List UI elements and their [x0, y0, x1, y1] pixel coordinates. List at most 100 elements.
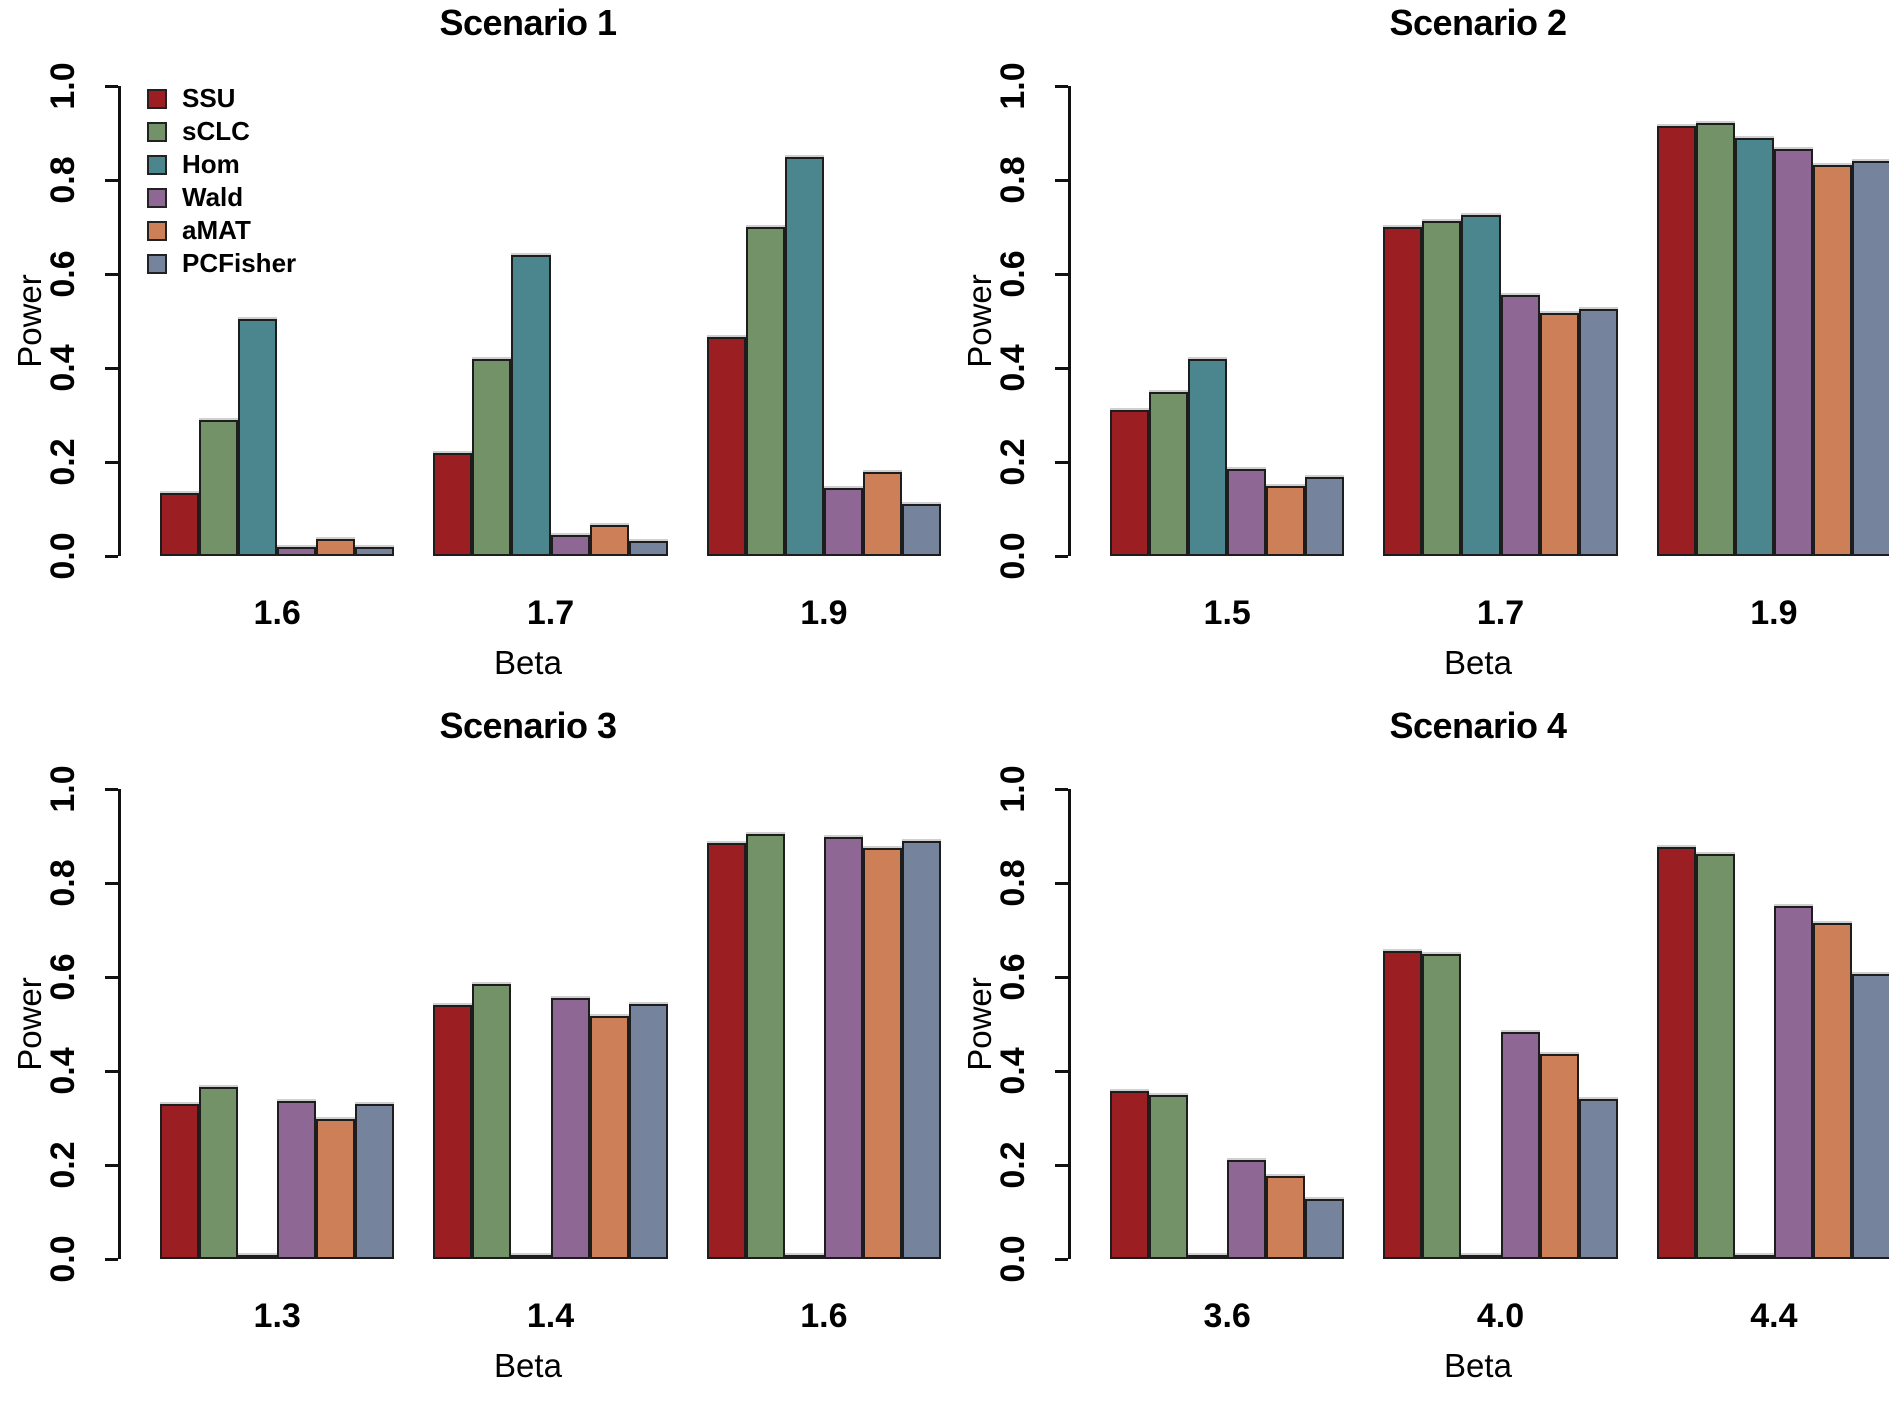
y-tick-label: 0.8	[994, 156, 1032, 204]
bar-hom-beta-1.7	[1461, 215, 1501, 556]
bar-amat-beta-1.4	[589, 1016, 629, 1259]
bar-amat-beta-1.9	[862, 472, 902, 556]
y-axis-tick	[105, 975, 118, 979]
bar-wald-beta-4.4	[1773, 905, 1813, 1259]
y-axis-tick	[1055, 1163, 1068, 1167]
bar-pcfisher-beta-1.4	[628, 1003, 668, 1259]
bar-hom-beta-1.9	[784, 156, 824, 556]
x-category-label: 1.7	[1476, 594, 1525, 632]
y-tick-label: 1.0	[44, 765, 82, 813]
bar-sclc-beta-1.3	[199, 1087, 239, 1259]
panel-scenario-1: Scenario 1 Power 0.0 0.2 0.4 0.6 0.8 1.0 1.6 1.…	[0, 0, 950, 703]
legend-swatch-sclc	[147, 121, 167, 142]
bar-hom-beta-1.4	[511, 1255, 551, 1259]
bar-ssu-beta-4.4	[1656, 846, 1696, 1259]
y-tick-label: 0.4	[44, 344, 82, 392]
x-category-label: 1.4	[526, 1297, 575, 1335]
bar-sclc-beta-4.4	[1695, 853, 1735, 1259]
y-tick-label: 0.4	[44, 1047, 82, 1095]
bar-wald-beta-1.7	[1500, 295, 1540, 556]
x-category-label: 1.7	[526, 594, 575, 632]
legend-label: Wald	[182, 182, 244, 212]
bar-sclc-beta-1.4	[472, 984, 512, 1259]
y-tick-label: 0.6	[994, 953, 1032, 1001]
panel-scenario-4: Scenario 4 Power 0.0 0.2 0.4 0.6 0.8 1.0 3.6 4.…	[950, 703, 1889, 1406]
y-tick-label: 1.0	[44, 62, 82, 110]
y-axis-tick	[1055, 460, 1068, 464]
bar-amat-beta-1.5	[1266, 486, 1306, 556]
chart-title: Scenario 4	[1389, 705, 1567, 746]
x-axis-label: Beta	[494, 1347, 562, 1384]
x-category-label: 1.9	[800, 594, 848, 632]
x-axis-label: Beta	[1444, 644, 1512, 681]
bar-sclc-beta-1.6	[199, 419, 239, 556]
legend-swatch-pcfisher	[147, 253, 167, 274]
bar-ssu-beta-1.9	[1656, 125, 1696, 556]
bar-pcfisher-beta-4.0	[1578, 1099, 1618, 1259]
chart-title: Scenario 2	[1389, 2, 1567, 43]
y-tick-label: 0.4	[994, 1047, 1032, 1095]
y-axis-tick	[1055, 787, 1068, 791]
plot-area: 0.0 0.2 0.4 0.6 0.8 1.0 1.3 1.4 1.6	[44, 765, 941, 1335]
y-axis-tick	[1055, 554, 1068, 558]
bar-pcfisher-beta-4.4	[1851, 973, 1889, 1259]
legend-label: PCFisher	[182, 248, 297, 278]
bar-ssu-beta-1.3	[160, 1103, 200, 1259]
y-axis-tick	[105, 272, 118, 276]
bar-ssu-beta-1.4	[433, 1005, 473, 1259]
legend-item-wald: Wald	[147, 181, 296, 214]
bar-ssu-beta-1.6	[160, 492, 200, 556]
x-category-label: 4.4	[1750, 1297, 1798, 1335]
bar-pcfisher-beta-1.9	[1851, 161, 1889, 556]
bar-hom-beta-4.0	[1461, 1255, 1501, 1259]
bar-pcfisher-beta-1.6	[901, 840, 941, 1259]
x-category-label: 4.0	[1476, 1297, 1525, 1335]
y-axis-tick	[105, 1257, 118, 1261]
plot-area: 0.0 0.2 0.4 0.6 0.8 1.0 1.5 1.7 1.9	[994, 62, 1889, 632]
bar-wald-beta-1.7	[550, 534, 590, 556]
y-tick-label: 0.0	[44, 1235, 82, 1283]
bar-wald-beta-3.6	[1227, 1160, 1267, 1259]
bar-wald-beta-1.6	[823, 837, 863, 1259]
bar-wald-beta-1.3	[277, 1100, 317, 1259]
x-axis-label: Beta	[494, 644, 562, 681]
bar-hom-beta-4.4	[1734, 1255, 1774, 1259]
y-tick-label: 0.6	[994, 250, 1032, 298]
bar-amat-beta-1.6	[862, 847, 902, 1259]
y-axis-tick	[1055, 1069, 1068, 1073]
y-axis-tick	[105, 178, 118, 182]
bar-amat-beta-4.0	[1539, 1053, 1579, 1259]
bar-wald-beta-4.0	[1500, 1032, 1540, 1259]
x-category-label: 1.6	[800, 1297, 848, 1335]
y-axis-tick	[1055, 366, 1068, 370]
legend-item-amat: aMAT	[147, 214, 296, 247]
y-tick-label: 0.0	[994, 532, 1032, 580]
bar-amat-beta-1.7	[1539, 313, 1579, 556]
legend-item-sclc: sCLC	[147, 115, 296, 148]
y-axis-label: Power	[11, 977, 48, 1071]
bar-sclc-beta-1.7	[1422, 221, 1462, 556]
bar-hom-beta-3.6	[1188, 1255, 1228, 1259]
y-tick-label: 0.8	[994, 859, 1032, 907]
bar-wald-beta-1.4	[550, 998, 590, 1259]
panel-scenario-2: Scenario 2 Power 0.0 0.2 0.4 0.6 0.8 1.0 1.5 1.…	[950, 0, 1889, 703]
legend: SSU sCLC Hom Wald aMAT PCFisher	[147, 82, 296, 280]
y-axis-tick	[1055, 178, 1068, 182]
bars-container	[121, 86, 941, 556]
x-category-label: 1.3	[253, 1297, 301, 1335]
bar-pcfisher-beta-1.5	[1305, 477, 1345, 556]
y-axis-tick	[105, 787, 118, 791]
panel-scenario-3: Scenario 3 Power 0.0 0.2 0.4 0.6 0.8 1.0 1.3 1.…	[0, 703, 950, 1406]
plot-area: 0.0 0.2 0.4 0.6 0.8 1.0 1.6 1.7 1.9 SSU sCLC Hom Wal…	[44, 62, 941, 632]
y-tick-label: 1.0	[994, 62, 1032, 110]
bar-pcfisher-beta-3.6	[1305, 1199, 1345, 1259]
chart-title: Scenario 3	[439, 705, 617, 746]
bars-container	[121, 789, 941, 1259]
y-tick-label: 0.0	[44, 532, 82, 580]
y-tick-label: 0.6	[44, 953, 82, 1001]
bar-ssu-beta-1.5	[1110, 410, 1150, 556]
bar-amat-beta-1.7	[589, 525, 629, 556]
legend-label: SSU	[182, 83, 236, 113]
bar-hom-beta-1.3	[238, 1255, 278, 1259]
